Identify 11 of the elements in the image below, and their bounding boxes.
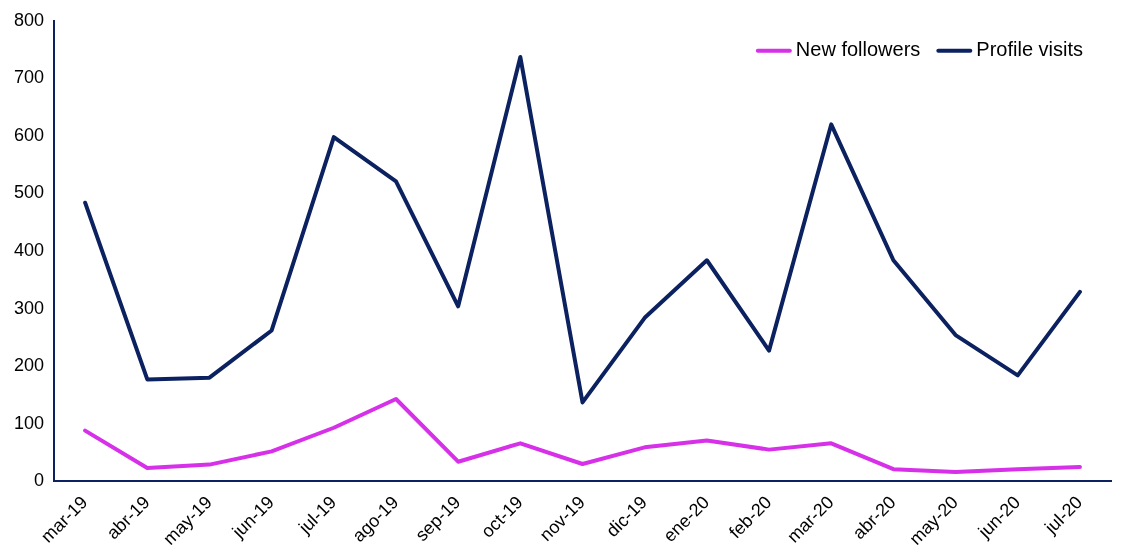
legend-label: Profile visits — [976, 38, 1084, 61]
y-tick-label: 600 — [13, 124, 45, 145]
y-tick-label: 0 — [34, 470, 45, 491]
y-tick-label: 100 — [13, 412, 45, 433]
y-tick-label: 400 — [13, 240, 45, 261]
y-tick-label: 800 — [13, 9, 45, 30]
y-tick-label: 700 — [13, 67, 45, 88]
y-tick-label: 300 — [13, 297, 45, 318]
y-tick-label: 500 — [13, 182, 45, 203]
y-tick-label: 200 — [13, 355, 45, 376]
legend-label: New followers — [795, 38, 921, 61]
